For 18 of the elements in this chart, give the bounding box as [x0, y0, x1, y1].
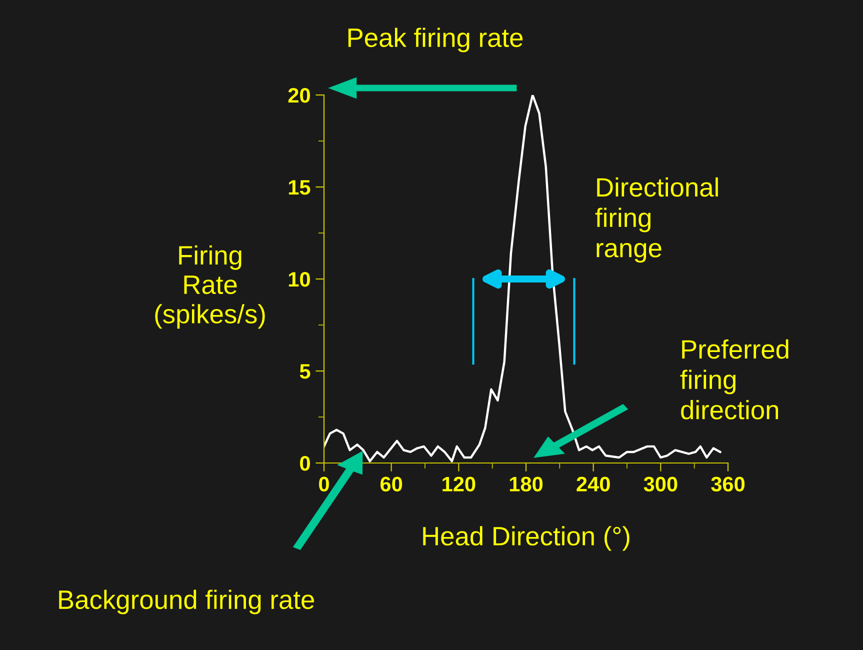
x-tick-label: 180 [510, 476, 543, 492]
x-axis-title: Head Direction (°) [423, 526, 630, 551]
y-tick-label: 5 [300, 364, 310, 379]
y-axis-title: Firing Rate (spikes/s) [155, 245, 265, 329]
y-tick-label: 20 [288, 88, 310, 103]
text: Peak firing rate [348, 28, 523, 52]
annotation: Preferred firing direction [680, 339, 788, 420]
y-tick-label: 0 [300, 456, 310, 471]
x-tick-label: 240 [576, 476, 610, 492]
text: Background firing rate [59, 590, 314, 614]
x-tick-label: 360 [711, 476, 745, 492]
x-tick-label: 60 [380, 476, 402, 492]
x-tick-label: 0 [319, 476, 329, 492]
y-tick-label: 15 [288, 180, 310, 195]
annotation: Directional firing range [595, 177, 718, 263]
x-tick-label: 300 [644, 476, 678, 492]
y-tick-label: 10 [288, 272, 310, 287]
x-tick-label: 120 [442, 476, 476, 492]
